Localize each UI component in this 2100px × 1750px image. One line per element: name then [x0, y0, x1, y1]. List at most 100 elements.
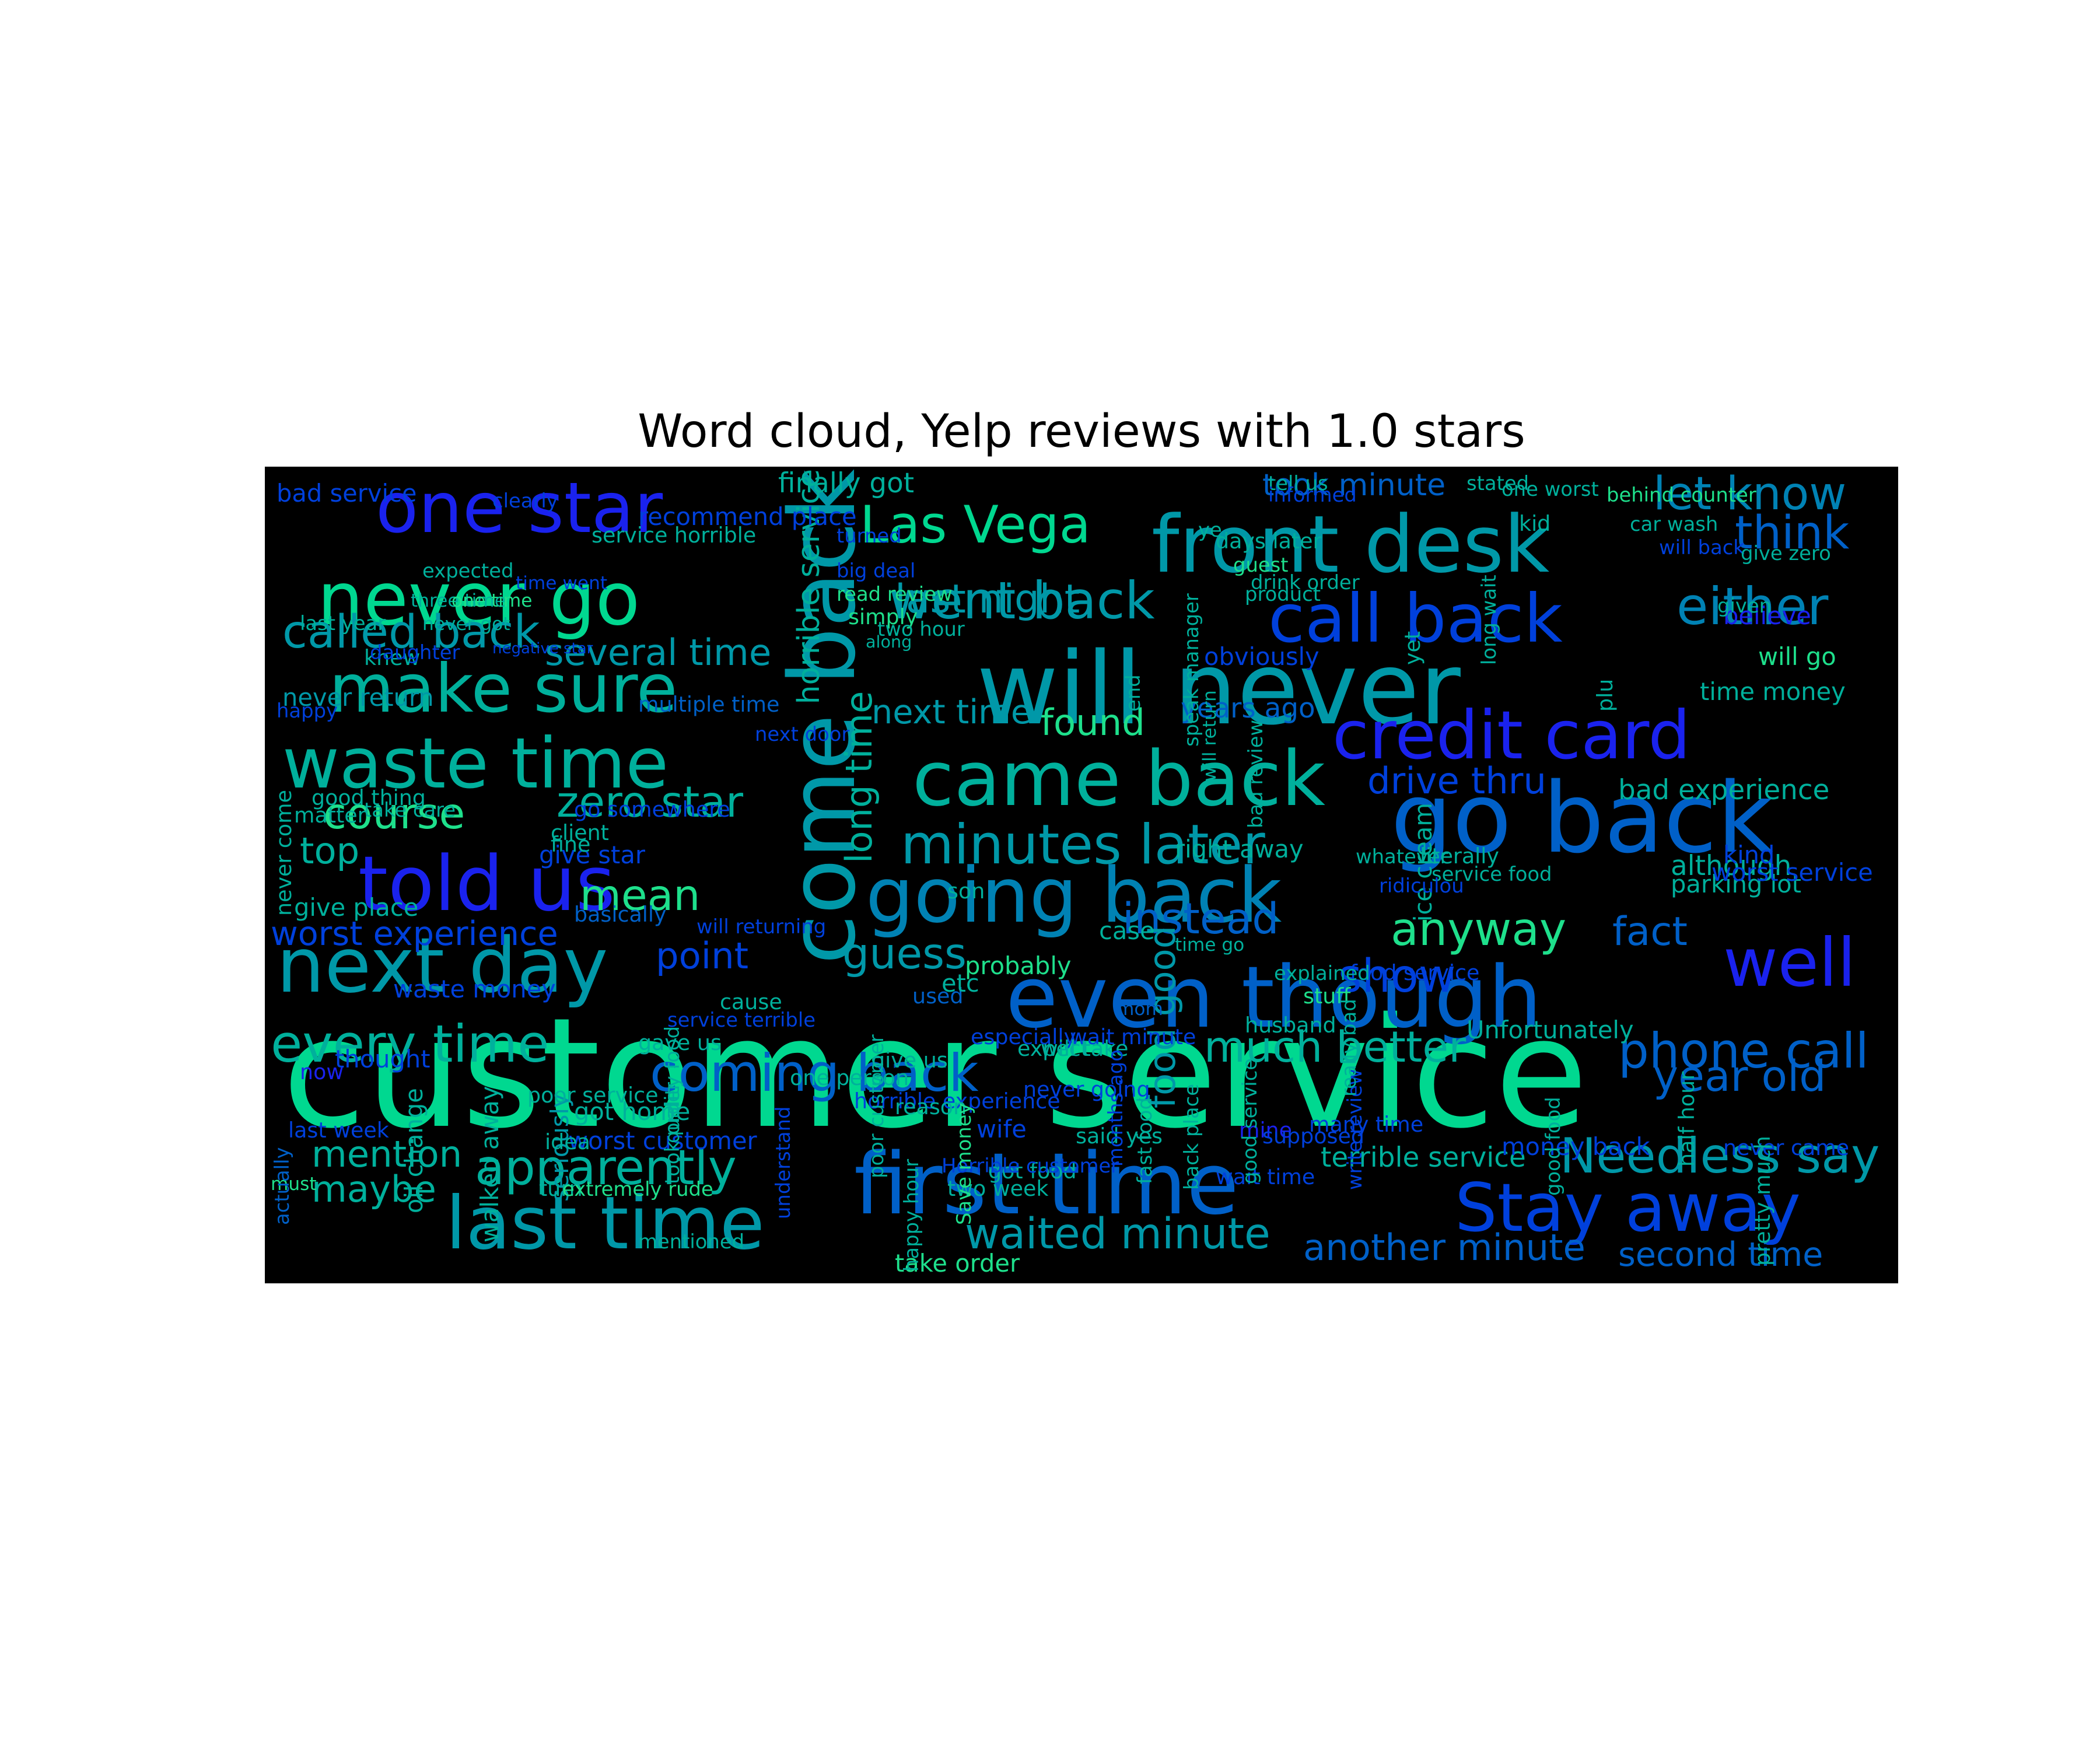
word-half-hour: half hour	[1674, 1072, 1699, 1167]
word-next-door: next door	[755, 723, 849, 746]
word-etc: etc	[942, 969, 979, 998]
word-husband: husband	[1245, 1013, 1336, 1038]
word-poor-service: poor service	[527, 1083, 659, 1108]
word-two-week: two week	[947, 1176, 1048, 1201]
word-wait-time: wait time	[1216, 1164, 1315, 1189]
word-good-service: good service	[1238, 1058, 1261, 1184]
word-took-minute: took minute	[1262, 468, 1446, 503]
word-top: top	[300, 830, 359, 872]
word-will-never: will never	[977, 631, 1461, 747]
word-yet: yet	[1400, 631, 1425, 665]
word-negative-star: negative star	[492, 640, 593, 657]
word-write-review: write review	[1343, 1069, 1366, 1191]
word-fact: fact	[1612, 908, 1688, 954]
word-given: given	[1717, 594, 1772, 617]
word-bad-experience: bad experience	[1618, 775, 1829, 806]
word-pretty-much: pretty much	[1750, 1136, 1775, 1266]
word-next-day: next day	[276, 921, 608, 1010]
word-will-returning: will returning	[696, 915, 826, 938]
word-last-time: last time	[446, 1181, 765, 1266]
word-las-vega: Las Vega	[860, 495, 1091, 555]
word-minutes-later: minutes later	[901, 813, 1265, 877]
word-take-order: take order	[895, 1249, 1020, 1278]
word-never-going: never going	[1023, 1077, 1150, 1102]
word-three-time: three time	[411, 590, 506, 611]
word-fine: fine	[551, 832, 590, 857]
word-much-better: much better	[1204, 1023, 1466, 1072]
word-horrible-experience: horrible experience	[854, 1088, 1060, 1114]
word-long-time: long time	[838, 691, 880, 863]
word-months-ago: months ago	[1104, 1049, 1127, 1167]
word-matter: matter	[294, 803, 366, 828]
word-turned: turned	[836, 524, 902, 547]
word-reason: reason	[895, 1094, 967, 1119]
word-zero-star: zero star	[556, 778, 743, 827]
word-good-thing: good thing	[312, 785, 426, 810]
word-second-time: second time	[1618, 1236, 1823, 1274]
word-time-went: time went	[516, 573, 607, 594]
word-stated: stated	[1466, 472, 1529, 495]
word-idea: idea	[545, 1129, 590, 1154]
word-one-person: one person	[790, 1065, 909, 1090]
word-time-go: time go	[1175, 935, 1244, 956]
word-one-time: one time	[452, 590, 532, 611]
word-behind-counter: behind counter	[1606, 484, 1756, 506]
word-daughter: daughter	[370, 641, 460, 664]
word-horrible-customer: Horrible customer	[942, 1154, 1119, 1177]
word-well: well	[1723, 924, 1856, 1002]
word-waited-minute: waited minute	[965, 1209, 1270, 1259]
word-fast-food: fast food	[1133, 1097, 1156, 1184]
word-read-review: read review	[836, 583, 953, 606]
word-mentioned: mentioned	[638, 1230, 744, 1253]
word-maybe: maybe	[312, 1168, 436, 1210]
word-expected: expected	[422, 559, 514, 582]
word-service-terrible: service terrible	[667, 1009, 816, 1031]
word-came-back: came back	[912, 734, 1325, 823]
word-mean: mean	[580, 871, 700, 921]
word-take-care: take care	[364, 799, 456, 821]
word-informed: informed	[1268, 484, 1357, 506]
word-customer-service: customer service	[282, 986, 1588, 1162]
word-give-star: give star	[539, 841, 646, 869]
word-make-sure: make sure	[329, 650, 677, 727]
word-drive-thru: drive thru	[1367, 760, 1546, 802]
word-wife: wife	[977, 1115, 1027, 1143]
word-give-place: give place	[294, 893, 418, 922]
word-bad-service: bad service	[276, 479, 417, 508]
word-never-come: never come	[271, 790, 296, 916]
word-son: son	[947, 878, 985, 904]
word-ice-cream: ice cream	[1409, 803, 1437, 922]
word-think: think	[1735, 507, 1849, 559]
word-never-came: never came	[1723, 1135, 1849, 1160]
word-back-place: back place	[1180, 1084, 1203, 1190]
word-believe: believe	[1723, 601, 1811, 630]
word-call-back: call back	[1268, 580, 1563, 657]
word-guess: guess	[842, 929, 967, 979]
word-needless-say: Needless say	[1560, 1128, 1880, 1184]
word-plu: plu	[1592, 679, 1618, 712]
word-credit-card: credit card	[1332, 696, 1690, 774]
word-will-return: will return	[1199, 690, 1220, 782]
word-supposed: supposed	[1262, 1124, 1364, 1149]
word-knew: knew	[364, 645, 420, 670]
word-ridiculou: ridiculou	[1379, 874, 1464, 897]
word-two-hour: two hour	[877, 618, 965, 640]
word-obviously: obviously	[1204, 642, 1320, 671]
word-give-us: give us	[872, 1048, 948, 1073]
word-parking-lot: parking lot	[1671, 870, 1801, 898]
word-mine: mine	[1239, 1118, 1292, 1143]
word-going-back: going back	[866, 851, 1282, 940]
word-ye: ye	[1198, 519, 1222, 541]
word-especially: especially	[971, 1024, 1076, 1049]
word-time-money: time money	[1700, 677, 1846, 706]
word-one-star: one star	[376, 468, 663, 549]
word-front-desk: front desk	[1152, 499, 1549, 590]
word-case: case	[1099, 916, 1155, 945]
word-recommend-place: recommend place	[638, 502, 857, 531]
word-food-good: food good	[1141, 926, 1184, 1108]
word-go-somewhere: go somewhere	[574, 797, 730, 822]
word-gave-us: gave us	[638, 1030, 722, 1055]
word-used: used	[912, 984, 964, 1009]
word-one-worst: one worst	[1502, 478, 1599, 501]
word-said-yes: said yes	[1076, 1124, 1163, 1149]
